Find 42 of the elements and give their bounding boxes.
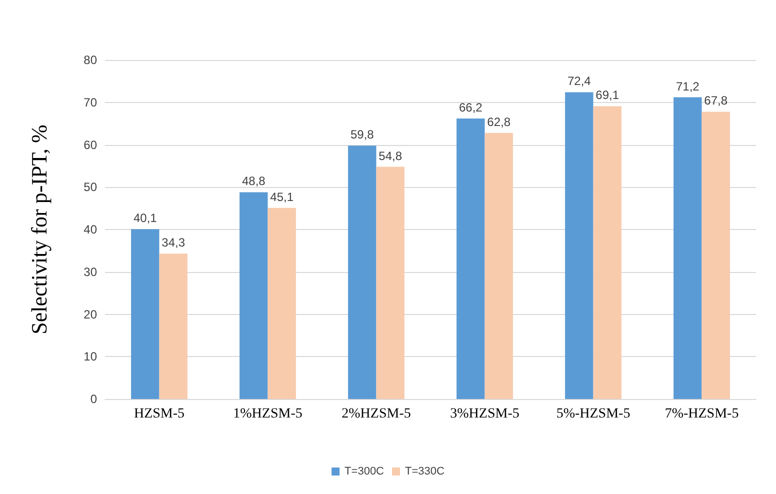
legend-label: T=300C [344, 466, 384, 478]
y-tick-label: 50 [84, 180, 98, 194]
x-tick-label: 1%HZSM-5 [233, 406, 302, 422]
data-label: 48,8 [242, 174, 266, 188]
y-tick-label: 80 [84, 53, 98, 67]
bar [268, 208, 296, 399]
bar [702, 112, 730, 399]
data-label: 45,1 [270, 190, 294, 204]
y-tick-label: 10 [84, 350, 98, 364]
y-tick-label: 40 [84, 222, 98, 236]
bar [484, 132, 513, 399]
data-label: 66,2 [458, 100, 483, 114]
bar [159, 254, 188, 399]
bar [376, 166, 404, 399]
legend-label: T=330C [405, 466, 444, 478]
y-tick-label: 30 [84, 264, 98, 279]
x-tick-label: 5%-HZSM-5 [556, 406, 630, 422]
bar [593, 106, 622, 399]
data-label: 59,8 [350, 128, 374, 142]
y-tick-label: 70 [84, 95, 98, 110]
bar [348, 146, 376, 399]
bar [456, 118, 485, 399]
x-tick-label: HZSM-5 [134, 406, 185, 422]
data-label: 54,8 [378, 148, 402, 163]
x-tick-label: 3%HZSM-5 [450, 406, 520, 422]
bar [674, 97, 702, 399]
bar [240, 192, 268, 399]
data-label: 67,8 [704, 94, 728, 108]
data-label: 34,3 [162, 236, 186, 250]
y-tick-label: 60 [84, 138, 98, 152]
x-tick-label: 2%HZSM-5 [342, 406, 411, 422]
bar [565, 92, 594, 399]
data-label: 62,8 [487, 114, 511, 129]
data-label: 40,1 [133, 211, 158, 226]
y-axis-title: Selectivity for p-IPT, % [26, 124, 52, 334]
bar [131, 229, 160, 399]
y-tick-label: 20 [84, 307, 98, 322]
data-label: 72,4 [567, 74, 592, 88]
data-label: 69,1 [596, 88, 620, 102]
y-tick-label: 0 [90, 392, 98, 406]
x-tick-label: 7%-HZSM-5 [664, 406, 739, 422]
data-label: 71,2 [676, 79, 700, 94]
